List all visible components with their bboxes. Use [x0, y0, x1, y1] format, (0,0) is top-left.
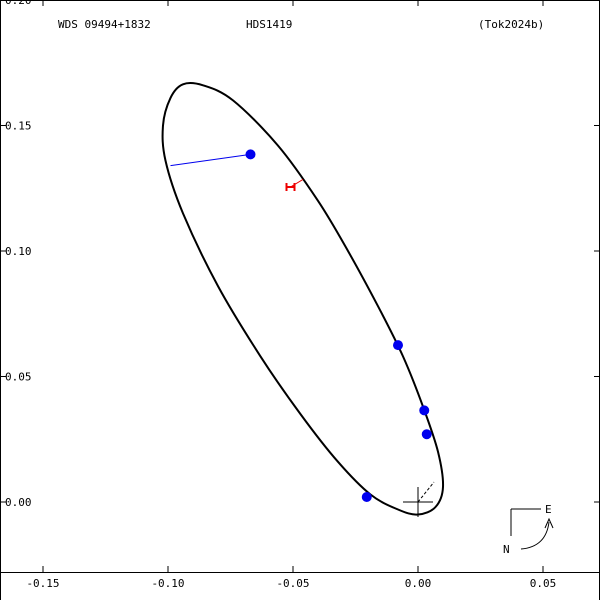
- x-tick-label: -0.10: [151, 577, 184, 590]
- compass: E N: [503, 503, 554, 556]
- primary-star: [403, 481, 435, 517]
- compass-rotation-arrow: [520, 521, 550, 550]
- measurement-point: [421, 429, 432, 440]
- measurement-point: [393, 340, 403, 351]
- node-line: [417, 481, 435, 503]
- header-discoverer-label: HDS1419: [246, 18, 292, 31]
- x-tick-label: -0.05: [276, 577, 309, 590]
- compass-arrow-head: [544, 517, 554, 529]
- x-tick-label: 0.05: [530, 577, 557, 590]
- y-axis-ticks: 0.20 0.15 0.10 0.05 0.00: [0, 0, 600, 509]
- residual-line: [170, 153, 251, 167]
- header-wds-label: WDS 09494+1832: [58, 18, 151, 31]
- compass-east-label: E: [545, 503, 552, 516]
- y-tick-label: 0.10: [5, 245, 32, 258]
- orbit-ellipse: [161, 82, 445, 516]
- y-tick-label: 0.15: [5, 120, 32, 133]
- y-tick-label: 0.05: [5, 371, 32, 384]
- measurement-point: [361, 491, 372, 502]
- x-tick-label: -0.15: [26, 577, 59, 590]
- measurement-point: [419, 405, 430, 416]
- y-tick-label: 0.00: [5, 496, 32, 509]
- compass-north-label: N: [503, 543, 510, 556]
- predicted-position: [285, 179, 304, 191]
- predicted-residual-line: [290, 179, 304, 188]
- measurement-points: [245, 149, 432, 502]
- measurement-point: [245, 149, 256, 160]
- x-tick-label: 0.00: [405, 577, 432, 590]
- y-tick-label: 0.20: [5, 0, 32, 7]
- x-axis-ticks: -0.15 -0.10 -0.05 0.00 0.05: [26, 0, 556, 590]
- header-reference-label: (Tok2024b): [478, 18, 544, 31]
